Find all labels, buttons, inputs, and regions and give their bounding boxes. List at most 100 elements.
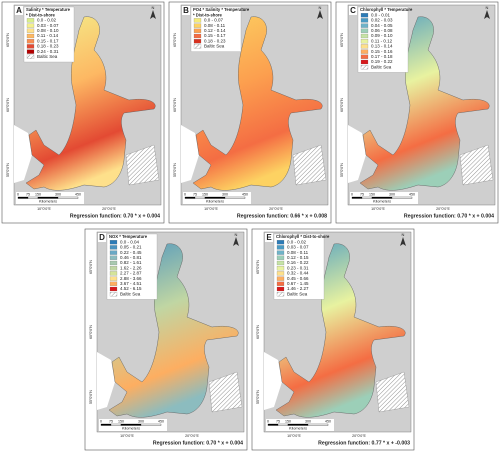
scale-bar-segment <box>224 196 246 199</box>
scale-bar-segment <box>37 196 59 199</box>
scale-bar-segment <box>194 196 206 199</box>
legend-title: * Dist-to-shore <box>26 12 56 17</box>
baltic-sea <box>25 16 156 191</box>
legend-swatch <box>109 286 118 292</box>
regression-function: Regression function: 0.70 * x + 0.004 <box>153 440 243 446</box>
latitude-label: 55°0'0"N <box>89 390 93 404</box>
scale-bar-segment <box>287 423 309 426</box>
latitude-label: 55°0'0"N <box>173 163 177 177</box>
legend-label: 0.08 - 0.11 <box>287 250 309 255</box>
legend-title: Chlorophyll * Temperature <box>360 7 413 12</box>
scale-bar-segment <box>204 196 226 199</box>
latitude-label: 65°0'0"N <box>173 33 177 47</box>
regression-function: Regression function: 0.77 * x + -0.003 <box>318 440 410 446</box>
panel-letter: B <box>183 6 189 15</box>
longitude-label: 20°0'0"E <box>269 207 283 211</box>
map-panel: 65°0'0"N 60°0'0"N 55°0'0"N 10°0'0"E 20°0'0"E… <box>251 228 415 451</box>
latitude-label: 55°0'0"N <box>6 163 10 177</box>
legend-swatch <box>193 18 202 23</box>
legend-swatch <box>109 255 118 260</box>
legend-swatch <box>360 59 369 65</box>
legend-swatch <box>109 250 118 255</box>
legend-swatch <box>193 44 202 49</box>
legend-swatch <box>276 260 285 266</box>
north-arrow <box>233 237 239 246</box>
legend-label: 0.0 - 0.07 <box>204 18 224 23</box>
legend-swatch <box>26 33 35 39</box>
longitude-label: 10°0'0"E <box>204 207 218 211</box>
legend-label: 0.03 - 0.07 <box>37 23 59 28</box>
north-sea <box>348 125 366 183</box>
north-sea <box>14 125 32 183</box>
legend-label: 0.24 - 0.31 <box>37 49 59 54</box>
latitude-label: 65°0'0"N <box>340 33 344 47</box>
legend-label: 2.27 - 2.87 <box>120 271 142 276</box>
legend-label: Baltic Sea <box>371 64 392 69</box>
scale-label: 300 <box>138 419 144 423</box>
latitude-label: 65°0'0"N <box>6 33 10 47</box>
regression-function: Regression function: 0.70 * x + 0.004 <box>70 213 160 219</box>
scale-unit: Kilometers <box>373 200 391 204</box>
legend-swatch <box>276 271 285 276</box>
longitude-label: 10°0'0"E <box>371 207 385 211</box>
legend-swatch <box>26 28 35 33</box>
longitude-label: 20°0'0"E <box>352 434 366 438</box>
legend-label: 0.11 - 0.12 <box>371 38 393 43</box>
legend-label: 0.03 - 0.07 <box>287 245 309 250</box>
legend-swatch <box>276 281 285 286</box>
legend-label: 0.02 - 0.03 <box>371 18 393 23</box>
scale-bar-segment <box>267 423 279 426</box>
legend-label: Baltic Sea <box>37 54 58 59</box>
scale-label: 300 <box>305 419 311 423</box>
longitude-label: 20°0'0"E <box>102 207 116 211</box>
scale-bar-segment <box>17 196 29 199</box>
legend-label: 0.0 - 0.04 <box>120 239 140 244</box>
scale-bar-segment <box>140 423 162 426</box>
legend-swatch <box>360 44 369 49</box>
legend-swatch <box>276 266 285 271</box>
scale-label: 150 <box>369 192 375 196</box>
legend-label: 0.17 - 0.18 <box>371 54 393 59</box>
baltic-sea <box>192 16 323 191</box>
legend-label: Baltic Sea <box>204 44 225 49</box>
scale-label: 0 <box>100 419 102 423</box>
north-label: N <box>486 5 489 10</box>
legend-swatch <box>26 23 35 28</box>
scale-label: 150 <box>202 192 208 196</box>
scale-label: 0 <box>184 192 186 196</box>
legend-label: 0.22 - 0.45 <box>120 250 142 255</box>
legend-swatch <box>26 18 35 23</box>
regression-function: Regression function: 0.66 * x + 0.008 <box>237 213 327 219</box>
north-arrow <box>484 10 490 19</box>
regression-function: Regression function: 0.70 * x + 0.004 <box>404 213 494 219</box>
legend-swatch <box>109 271 118 276</box>
north-label: N <box>235 232 238 237</box>
scale-label: 450 <box>75 192 81 196</box>
panel-letter: C <box>350 6 356 15</box>
legend-swatch <box>360 23 369 28</box>
longitude-label: 10°0'0"E <box>37 207 51 211</box>
scale-unit: Kilometers <box>39 200 57 204</box>
scale-label: 75 <box>193 192 197 196</box>
legend-label: 0.0 - 0.01 <box>371 12 391 17</box>
legend-title: NOX * Temperature <box>109 234 148 239</box>
north-sea <box>181 125 199 183</box>
legend-swatch <box>193 33 202 39</box>
legend-label: Baltic Sea <box>287 291 308 296</box>
legend-label: 4.52 - 6.15 <box>120 286 142 291</box>
legend-label: Baltic Sea <box>120 291 141 296</box>
map-panel: 65°0'0"N 60°0'0"N 55°0'0"N 10°0'0"E 20°0'0"E… <box>1 1 165 224</box>
panel-letter: D <box>99 233 105 242</box>
scale-label: 300 <box>55 192 61 196</box>
scale-bar-segment <box>57 196 79 199</box>
legend-swatch <box>193 23 202 28</box>
legend-label: 0.11 - 0.14 <box>37 33 59 38</box>
legend-swatch <box>360 49 369 54</box>
scale-bar-segment <box>361 196 373 199</box>
legend-swatch <box>276 240 285 245</box>
legend-label: 0.09 - 0.10 <box>371 33 393 38</box>
legend-swatch <box>360 28 369 33</box>
legend-swatch <box>26 39 35 44</box>
legend-swatch <box>276 250 285 255</box>
legend-swatch <box>109 245 118 250</box>
